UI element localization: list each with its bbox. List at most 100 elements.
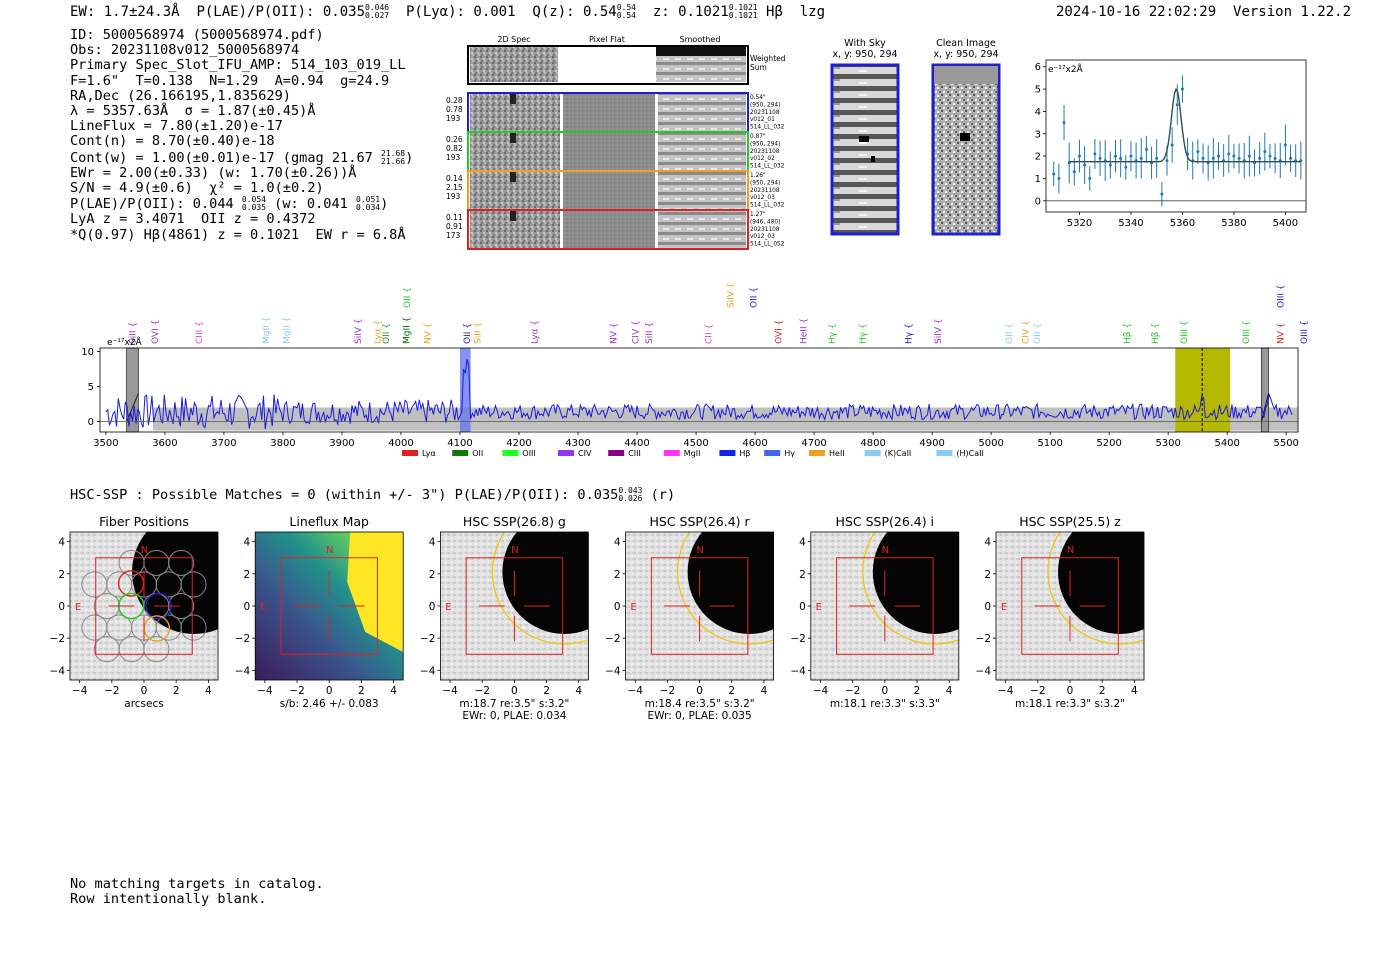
hsc-y-tick-label: 0 (58, 601, 65, 613)
zoom-data-point (1201, 156, 1205, 160)
full-spectrum-line (105, 358, 1293, 430)
zoom-data-point (1196, 150, 1200, 154)
hsc-panel: N E Lineflux Map −4 −2 0 2 4 4 2 0 −2 −4 s/b: 2.46 +/… (235, 514, 404, 710)
full-y-tick-label: 5 (88, 382, 94, 393)
zoom-y-tick-label: 1 (1035, 174, 1041, 185)
hsc-y-tick-label: −2 (605, 633, 620, 645)
cutout-right-label: 20231108 (750, 188, 780, 194)
cutout-left-label: 0.91 (446, 222, 463, 231)
cutout-left-label: 2.15 (446, 183, 463, 192)
hsc-x-tick-label: 4 (1131, 685, 1138, 697)
zoom-data-point (1077, 154, 1081, 158)
hsc-x-tick-label: 0 (1067, 685, 1074, 697)
info-lya: LyA z = 3.4071 OII z = 0.4372 (70, 211, 316, 228)
hsc-panel-title: HSC SSP(26.8) g (463, 514, 566, 529)
hsc-summary: HSC-SSP : Possible Matches = 0 (within +… (70, 486, 676, 504)
cutout-right-label: v012_01 (750, 117, 775, 123)
info-primary: Primary Spec_Slot_IFU_AMP: 514_103_019_L… (70, 57, 406, 74)
zoom-x-tick-label: 5380 (1221, 218, 1246, 229)
legend-swatch (764, 450, 781, 456)
zoom-y-tick-label: 0 (1035, 196, 1041, 207)
hsc-panels: N E Fiber Positions −4 −2 0 2 4 4 2 0 −2 −4 arcsecs N E… (50, 514, 1145, 722)
hsc-x-tick-label: 2 (914, 685, 921, 697)
cutout-right-label: v012_02 (750, 156, 775, 162)
line-label: NV { (1276, 323, 1286, 344)
cutout-left-label: 0.14 (446, 174, 463, 183)
hsc-panel-subtitle: s/b: 2.46 +/- 0.083 (280, 698, 379, 710)
cutout-header-smoothed: Smoothed (680, 35, 721, 44)
info-id: ID: 5000568974 (5000568974.pdf) (70, 27, 324, 43)
version: Version 1.22.2 (1233, 4, 1352, 20)
hsc-x-tick-label: 4 (946, 685, 953, 697)
with-sky-title: With Sky x, y: 950, 294 (832, 38, 898, 60)
full-x-tick-label: 3700 (211, 438, 236, 449)
zoom-y-tick-label: 5 (1035, 85, 1041, 96)
legend-label: (K)CaII (885, 449, 912, 458)
hsc-x-tick-label: 0 (696, 685, 703, 697)
zoom-data-point (1129, 154, 1133, 158)
line-label: SiII { (474, 322, 484, 344)
line-label: OII { (1033, 323, 1043, 344)
full-x-tick-label: 4800 (860, 438, 885, 449)
cutout-right-label: 0.54" (750, 95, 766, 101)
no-match-line: No matching targets in catalog. (70, 876, 324, 892)
hsc-y-tick-label: −4 (976, 665, 992, 677)
zoom-data-point (1052, 172, 1056, 176)
full-x-tick-label: 3900 (329, 438, 354, 449)
cutout-left-label: 0.11 (446, 213, 463, 222)
full-x-tick-label: 4900 (919, 438, 944, 449)
line-label: MgII { (262, 317, 272, 344)
east-label: E (1001, 602, 1007, 613)
hsc-y-tick-label: 4 (614, 537, 621, 549)
detection-info: ID: 5000568974 (5000568974.pdf) Obs: 202… (70, 27, 414, 243)
line-label: CIV { (631, 320, 641, 344)
zoom-fit-line (1069, 87, 1301, 163)
legend-swatch (719, 450, 736, 456)
search-box (1021, 557, 1119, 655)
header-plae-range: 0.046 0.027 (365, 3, 390, 20)
cutout-right-label: v012_03 (750, 195, 775, 201)
line-label: OIII { (1300, 320, 1310, 344)
zoom-plot-frame (1045, 59, 1307, 213)
full-x-tick-label: 3500 (93, 438, 118, 449)
legend-swatch (936, 450, 953, 456)
info-ewr: EWr = 2.00(±0.33) (w: 1.70(±0.26))Å (70, 164, 357, 181)
line-label: OVI { (775, 320, 785, 344)
zoom-data-point (1247, 154, 1251, 158)
header-z-range: 0.1021 0.1021 (728, 3, 758, 20)
cutout-right-label: (946, 480) (750, 219, 780, 225)
line-label: NV { (424, 323, 434, 344)
full-plot-frame (99, 347, 1299, 433)
cutout-right-label: 514_LL_032 (750, 164, 785, 170)
blue-band (459, 348, 471, 432)
cutout-right-label: 0.87" (750, 134, 766, 140)
cutout-left-label: 173 (446, 231, 461, 240)
full-x-tick-label: 5200 (1096, 438, 1121, 449)
hsc-y-tick-label: −2 (235, 633, 250, 645)
legend-label: OIII (522, 449, 535, 458)
cutout-smoothed (658, 94, 746, 131)
hsc-x-tick-label: −4 (813, 685, 829, 697)
cutout-right-label: 514_LL_032 (750, 203, 785, 209)
hsc-y-tick-label: 2 (984, 569, 991, 581)
sum-label: Sum (750, 63, 767, 72)
east-label: E (75, 602, 81, 613)
info-contw: Cont(w) = 1.00(±0.01)e-17 (gmag 21.67 21… (70, 148, 414, 166)
zoom-data-point (1114, 154, 1118, 158)
cutout-pixelflat (563, 211, 655, 248)
line-label: Hβ { (1123, 323, 1133, 344)
north-label: N (326, 545, 333, 556)
north-label: N (511, 545, 518, 556)
hsc-y-tick-label: 4 (429, 537, 436, 549)
hsc-y-tick-label: −4 (235, 665, 251, 677)
line-label: Hγ { (905, 323, 915, 344)
legend-item: (H)CaII (936, 449, 984, 458)
info-fit: F=1.6" T=0.138 N=1.29 A=0.94 g=24.9 (70, 72, 390, 89)
cutout-right-label: 20231108 (750, 110, 780, 116)
search-box (836, 557, 934, 655)
zoom-data-point (1124, 165, 1128, 169)
